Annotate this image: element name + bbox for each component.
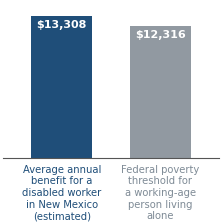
Text: $12,316: $12,316 (135, 30, 186, 40)
Bar (31, 15, 92, 158)
Bar (130, 26, 191, 158)
Text: $13,308: $13,308 (37, 20, 87, 30)
